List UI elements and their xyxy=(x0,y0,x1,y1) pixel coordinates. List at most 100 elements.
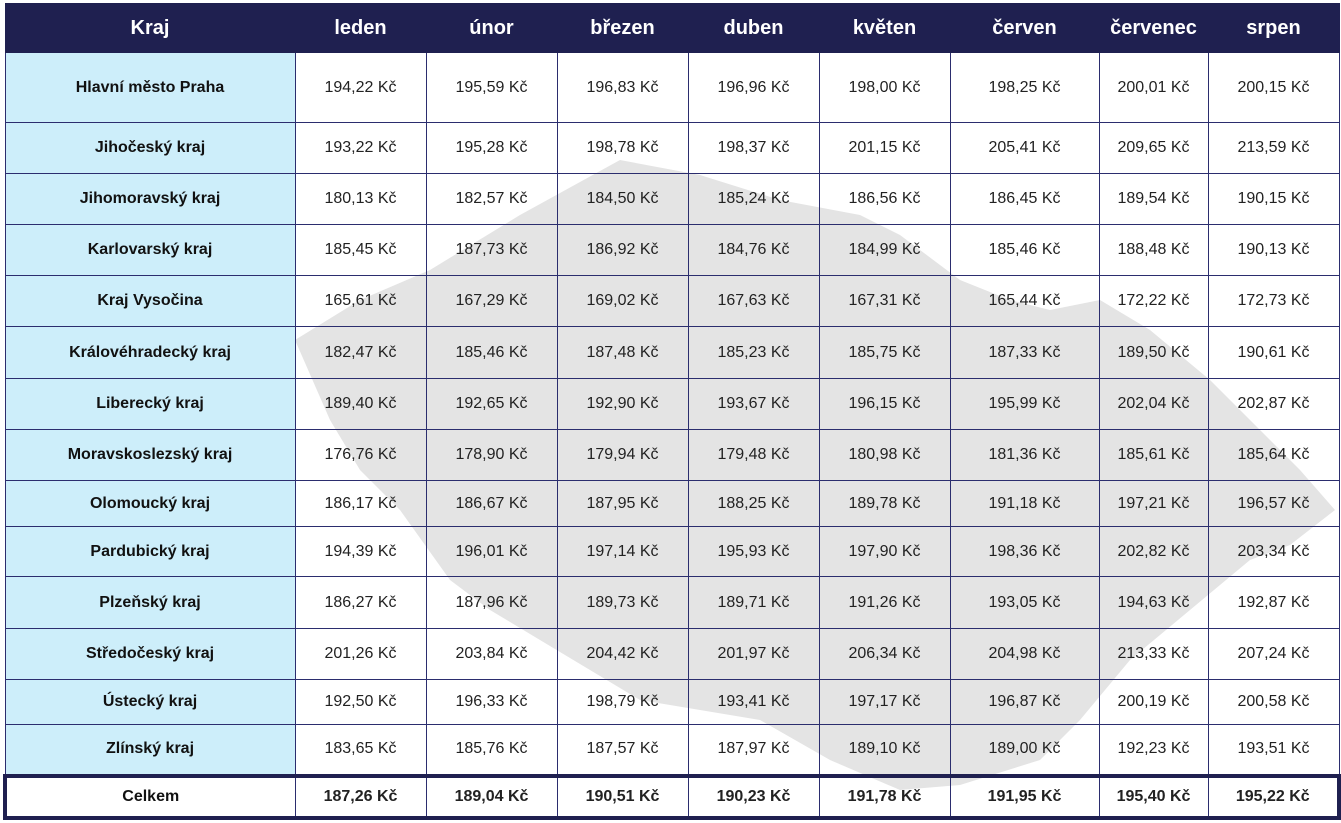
price-cell: 165,44 Kč xyxy=(949,275,1100,327)
region-name: Plzeňský kraj xyxy=(4,576,296,629)
table-row: Zlínský kraj 183,65 Kč 185,76 Kč 187,57 Kč 1… xyxy=(4,724,1340,776)
price-cell: 198,37 Kč xyxy=(687,122,820,174)
total-cell: 195,22 Kč xyxy=(1207,773,1341,820)
region-name: Zlínský kraj xyxy=(4,724,296,776)
price-cell: 187,95 Kč xyxy=(556,480,689,527)
price-cell: 196,57 Kč xyxy=(1207,480,1340,527)
total-cell: 191,95 Kč xyxy=(949,773,1100,820)
header-cell: srpen xyxy=(1207,3,1340,53)
price-cell: 198,36 Kč xyxy=(949,526,1100,577)
total-cell: 195,40 Kč xyxy=(1098,773,1209,820)
table-row: Ústecký kraj 192,50 Kč 196,33 Kč 198,79 Kč 1… xyxy=(4,679,1340,725)
price-cell: 185,76 Kč xyxy=(425,724,558,776)
region-name: Hlavní město Praha xyxy=(4,52,296,123)
table-row: Jihomoravský kraj 180,13 Kč 182,57 Kč 184,5… xyxy=(4,173,1340,225)
price-cell: 197,90 Kč xyxy=(818,526,951,577)
price-cell: 188,25 Kč xyxy=(687,480,820,527)
price-cell: 192,87 Kč xyxy=(1207,576,1340,629)
price-cell: 197,14 Kč xyxy=(556,526,689,577)
price-cell: 189,78 Kč xyxy=(818,480,951,527)
total-cell: 190,23 Kč xyxy=(687,773,820,820)
price-cell: 185,61 Kč xyxy=(1098,429,1209,481)
price-cell: 187,48 Kč xyxy=(556,326,689,379)
price-cell: 192,90 Kč xyxy=(556,378,689,430)
price-cell: 198,78 Kč xyxy=(556,122,689,174)
price-cell: 184,99 Kč xyxy=(818,224,951,276)
price-cell: 201,97 Kč xyxy=(687,628,820,680)
price-cell: 189,50 Kč xyxy=(1098,326,1209,379)
price-cell: 180,13 Kč xyxy=(294,173,427,225)
price-cell: 192,23 Kč xyxy=(1098,724,1209,776)
price-cell: 190,61 Kč xyxy=(1207,326,1340,379)
price-cell: 213,59 Kč xyxy=(1207,122,1340,174)
price-cell: 196,33 Kč xyxy=(425,679,558,725)
price-cell: 203,84 Kč xyxy=(425,628,558,680)
table-row: Moravskoslezský kraj 176,76 Kč 178,90 Kč 17… xyxy=(4,429,1340,481)
price-cell: 185,46 Kč xyxy=(425,326,558,379)
region-name: Liberecký kraj xyxy=(4,378,296,430)
price-cell: 191,26 Kč xyxy=(818,576,951,629)
price-cell: 182,57 Kč xyxy=(425,173,558,225)
header-cell: únor xyxy=(425,3,558,53)
price-cell: 165,61 Kč xyxy=(294,275,427,327)
price-cell: 188,48 Kč xyxy=(1098,224,1209,276)
price-cell: 191,18 Kč xyxy=(949,480,1100,527)
price-cell: 185,64 Kč xyxy=(1207,429,1340,481)
price-cell: 179,48 Kč xyxy=(687,429,820,481)
header-cell: leden xyxy=(294,3,427,53)
price-cell: 207,24 Kč xyxy=(1207,628,1340,680)
price-cell: 196,87 Kč xyxy=(949,679,1100,725)
price-cell: 198,25 Kč xyxy=(949,52,1100,123)
table-row: Kraj Vysočina 165,61 Kč 167,29 Kč 169,02 Kč… xyxy=(4,275,1340,327)
price-cell: 197,21 Kč xyxy=(1098,480,1209,527)
price-cell: 202,87 Kč xyxy=(1207,378,1340,430)
region-name: Olomoucký kraj xyxy=(4,480,296,527)
price-cell: 193,41 Kč xyxy=(687,679,820,725)
price-cell: 193,67 Kč xyxy=(687,378,820,430)
price-cell: 193,51 Kč xyxy=(1207,724,1340,776)
price-cell: 193,05 Kč xyxy=(949,576,1100,629)
price-cell: 187,33 Kč xyxy=(949,326,1100,379)
price-cell: 189,54 Kč xyxy=(1098,173,1209,225)
total-cell: 190,51 Kč xyxy=(556,773,689,820)
price-cell: 197,17 Kč xyxy=(818,679,951,725)
price-cell: 184,50 Kč xyxy=(556,173,689,225)
price-cell: 187,96 Kč xyxy=(425,576,558,629)
price-cell: 201,26 Kč xyxy=(294,628,427,680)
header-cell: červenec xyxy=(1098,3,1209,53)
price-cell: 186,92 Kč xyxy=(556,224,689,276)
price-cell: 196,83 Kč xyxy=(556,52,689,123)
price-cell: 172,22 Kč xyxy=(1098,275,1209,327)
price-cell: 185,45 Kč xyxy=(294,224,427,276)
price-cell: 183,65 Kč xyxy=(294,724,427,776)
price-cell: 186,45 Kč xyxy=(949,173,1100,225)
price-cell: 192,50 Kč xyxy=(294,679,427,725)
table-row: Pardubický kraj 194,39 Kč 196,01 Kč 197,14 … xyxy=(4,526,1340,577)
price-cell: 184,76 Kč xyxy=(687,224,820,276)
table-row: Hlavní město Praha 194,22 Kč 195,59 Kč 196,… xyxy=(4,52,1340,123)
price-cell: 169,02 Kč xyxy=(556,275,689,327)
total-row: Celkem 187,26 Kč 189,04 Kč 190,51 Kč 190,23 … xyxy=(3,773,1341,820)
price-cell: 189,00 Kč xyxy=(949,724,1100,776)
price-cell: 195,99 Kč xyxy=(949,378,1100,430)
price-cell: 190,13 Kč xyxy=(1207,224,1340,276)
table-body: Hlavní město Praha 194,22 Kč 195,59 Kč 196,… xyxy=(3,52,1341,820)
region-name: Jihomoravský kraj xyxy=(4,173,296,225)
price-cell: 196,96 Kč xyxy=(687,52,820,123)
table-row: Středočeský kraj 201,26 Kč 203,84 Kč 204,42… xyxy=(4,628,1340,680)
price-cell: 187,97 Kč xyxy=(687,724,820,776)
header-cell: Kraj xyxy=(4,3,296,53)
total-label: Celkem xyxy=(3,773,296,820)
price-cell: 213,33 Kč xyxy=(1098,628,1209,680)
price-cell: 185,75 Kč xyxy=(818,326,951,379)
header-cell: březen xyxy=(556,3,689,53)
table-row: Královéhradecký kraj 182,47 Kč 185,46 Kč 18… xyxy=(4,326,1340,379)
price-cell: 185,24 Kč xyxy=(687,173,820,225)
price-cell: 182,47 Kč xyxy=(294,326,427,379)
header-row: Kraj leden únor březen duben květen červen červ… xyxy=(4,3,1340,53)
price-cell: 209,65 Kč xyxy=(1098,122,1209,174)
total-cell: 191,78 Kč xyxy=(818,773,951,820)
price-cell: 186,27 Kč xyxy=(294,576,427,629)
region-name: Ústecký kraj xyxy=(4,679,296,725)
